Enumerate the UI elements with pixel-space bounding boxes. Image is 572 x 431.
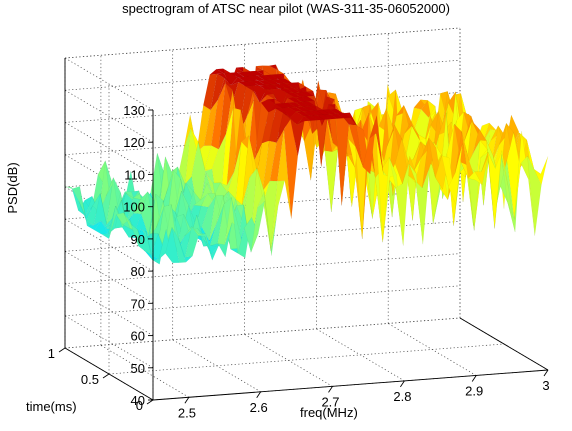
z-tick-label: 120 (123, 135, 145, 150)
grid-line (64, 57, 154, 111)
grid-line (64, 315, 154, 369)
z-tick-label: 110 (124, 167, 145, 182)
grid-line (64, 122, 154, 175)
time-axis-ticks: 00.51 (48, 346, 154, 413)
grid-line (64, 220, 461, 252)
y-tick-label: 0 (136, 398, 143, 413)
back-edge (64, 27, 461, 59)
surface-patch (324, 141, 339, 213)
surface-patch (533, 156, 549, 186)
y-axis-label: time(ms) (26, 399, 77, 414)
x-tick-label: 2.8 (393, 389, 411, 404)
x-tick (328, 386, 333, 393)
x-tick (543, 369, 549, 377)
z-tick-label: 100 (123, 200, 145, 215)
grid-line (100, 344, 190, 398)
grid-line (172, 339, 261, 393)
grid-line (388, 323, 477, 376)
x-tick-label: 2.6 (250, 400, 268, 415)
grid-line (64, 89, 154, 143)
z-tick-label: 40 (131, 393, 145, 408)
grid-line (64, 250, 154, 304)
x-axis-label: freq(MHz) (300, 405, 358, 420)
grid-line (64, 218, 154, 272)
chart-title: spectrogram of ATSC near pilot (WAS-311-… (122, 1, 450, 16)
z-axis-ticks: 40 50 60 70 80 90 100 110 120 130 (123, 103, 153, 408)
x-tick (400, 380, 405, 388)
z-tick-label: 130 (123, 103, 145, 118)
grid-line (244, 334, 333, 387)
z-tick-label: 50 (131, 361, 145, 376)
y-tick-label: 0.5 (81, 372, 99, 387)
freq-axis-ticks: 2.5 2.6 2.7 2.8 2.9 3 (178, 369, 550, 420)
z-tick-label: 60 (131, 329, 145, 344)
y-tick-label: 1 (48, 346, 55, 361)
x-tick-label: 3 (542, 378, 549, 393)
grid-line (64, 317, 461, 349)
x-tick-label: 2.7 (321, 394, 339, 409)
x-tick (256, 391, 262, 399)
x-tick (471, 375, 477, 382)
y-tick (58, 347, 66, 353)
x-tick-label: 2.5 (178, 405, 196, 420)
floor-right-edge (459, 317, 549, 371)
grid-line (316, 328, 405, 382)
psd-surface (64, 64, 549, 265)
z-tick-label: 90 (131, 232, 145, 247)
y-tick (146, 399, 154, 405)
z-tick-label: 80 (131, 264, 145, 279)
freq-axis-line (152, 369, 549, 401)
grid-line (108, 343, 505, 375)
x-tick (184, 397, 190, 404)
grid-line (64, 253, 461, 284)
surface-patch (527, 155, 542, 236)
z-axis-label: PSD(dB) (5, 162, 20, 213)
y-tick (102, 373, 110, 379)
grid-line (64, 285, 461, 317)
z-tick-label: 70 (131, 296, 145, 311)
grid-line (64, 283, 154, 336)
x-tick-label: 2.9 (465, 384, 483, 399)
